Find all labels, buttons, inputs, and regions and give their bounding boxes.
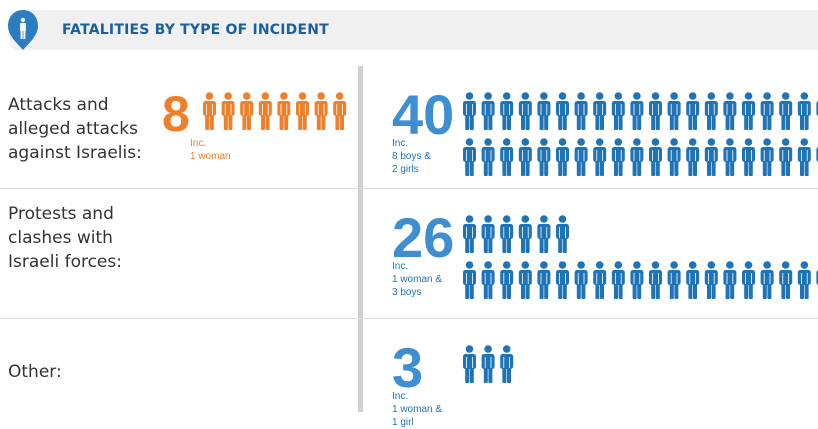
person-icon (537, 92, 551, 130)
person-icon (203, 92, 216, 130)
person-icon (667, 138, 681, 176)
page: FATALITIES BY TYPE OF INCIDENT (() => { … (0, 10, 818, 428)
person-icon (723, 138, 737, 176)
person-icon (760, 138, 774, 176)
count: 26 (392, 206, 455, 269)
person-icon (556, 215, 569, 253)
person-icon (723, 261, 737, 299)
person-icon (277, 92, 291, 130)
person-icon (481, 261, 495, 299)
person-icon (500, 215, 514, 253)
row-label: Protests and clashes with Israeli forces… (8, 204, 122, 272)
person-icon (630, 261, 644, 299)
person-icon (593, 261, 607, 299)
person-icon (742, 138, 755, 176)
person-icon (481, 345, 495, 383)
person-icon (556, 138, 569, 176)
person-icon (779, 261, 793, 299)
person-icon (686, 138, 700, 176)
person-icon (240, 92, 254, 130)
person-icon (333, 92, 347, 130)
count-note: Inc. 8 boys & 2 girls (392, 138, 431, 175)
person-icon (649, 92, 662, 130)
person-icon (463, 215, 476, 253)
person-icon (463, 261, 476, 299)
person-icon (593, 138, 607, 176)
person-icon (760, 92, 774, 130)
person-icon (518, 261, 532, 299)
row-label: Other: (8, 362, 62, 382)
person-icon (593, 92, 607, 130)
person-icon (574, 92, 588, 130)
person-icon (221, 92, 235, 130)
row-label: Attacks and alleged attacks against Isra… (8, 95, 142, 163)
person-icon (797, 92, 811, 130)
person-icon (630, 138, 644, 176)
person-icon (500, 92, 514, 130)
row-separator (0, 188, 818, 189)
person-icon (686, 92, 700, 130)
person-icon (779, 92, 793, 130)
title: FATALITIES BY TYPE OF INCIDENT (62, 22, 329, 38)
person-icon (760, 261, 774, 299)
count-note: Inc. 1 woman & 1 girl (392, 391, 443, 428)
person-icon (649, 261, 662, 299)
person-icon (296, 92, 309, 130)
person-icon (463, 345, 476, 383)
person-icon (667, 261, 681, 299)
person-icon (742, 261, 755, 299)
person-icon (481, 138, 495, 176)
person-icon (537, 138, 551, 176)
count: 3 (392, 336, 424, 399)
person-icon (704, 261, 718, 299)
person-icon (556, 92, 569, 130)
person-icon (463, 92, 476, 130)
person-icon (611, 138, 625, 176)
person-icon (537, 261, 551, 299)
person-icon (518, 138, 532, 176)
person-icon (723, 92, 737, 130)
count: 40 (392, 83, 455, 146)
person-icon (611, 92, 625, 130)
count: 8 (162, 86, 190, 142)
person-icon (797, 261, 811, 299)
person-icon (314, 92, 328, 130)
row-separator (0, 318, 818, 319)
person-icon (649, 138, 662, 176)
person-icon (686, 261, 700, 299)
person-icon (667, 92, 681, 130)
count-note: Inc. 1 woman & 3 boys (392, 261, 443, 298)
person-icon (630, 92, 644, 130)
person-icon (500, 138, 514, 176)
person-icon (500, 345, 514, 383)
person-icon (500, 261, 514, 299)
person-icon (481, 92, 495, 130)
person-icon (463, 138, 476, 176)
header-bar (10, 10, 818, 50)
count-note: Inc. 1 woman (190, 138, 231, 162)
person-icon (611, 261, 625, 299)
person-icon (518, 215, 532, 253)
person-icon (574, 138, 588, 176)
person-icon (742, 92, 755, 130)
person-icon (797, 138, 811, 176)
person-icon (704, 92, 718, 130)
person-icon (574, 261, 588, 299)
icons (203, 92, 818, 383)
person-icon (556, 261, 569, 299)
person-icon (258, 92, 272, 130)
person-icon (779, 138, 793, 176)
person-icon (704, 138, 718, 176)
person-icon (537, 215, 551, 253)
person-icon (518, 92, 532, 130)
header-icon (8, 10, 38, 50)
divider (358, 66, 363, 412)
person-icon (481, 215, 495, 253)
